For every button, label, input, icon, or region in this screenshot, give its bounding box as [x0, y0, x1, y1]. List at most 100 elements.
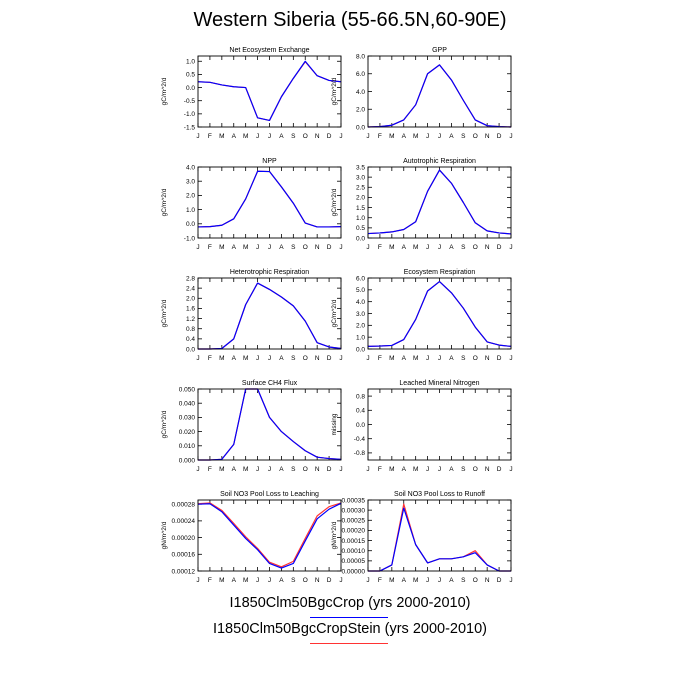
x-tick-label: J: [256, 355, 259, 362]
x-tick-label: S: [291, 577, 296, 584]
y-tick-label: 4.0: [356, 89, 365, 96]
series-line-2: [198, 282, 342, 350]
x-tick-label: N: [485, 466, 490, 473]
series-line-1: [368, 507, 511, 572]
x-tick-label: J: [438, 244, 441, 251]
x-tick-label: J: [268, 577, 271, 584]
x-tick-label: M: [389, 355, 394, 362]
x-tick-label: J: [426, 355, 429, 362]
x-tick-label: J: [339, 133, 342, 140]
x-tick-label: D: [327, 577, 332, 584]
y-tick-label: 3.0: [186, 179, 195, 186]
series-line-1: [198, 388, 342, 461]
panel-frame: [197, 166, 342, 239]
y-tick-label: 0.00015: [342, 538, 366, 545]
panel-frame: [197, 499, 342, 572]
panel-title: Soil NO3 Pool Loss to Leaching: [220, 491, 319, 498]
y-tick-label: 0.00005: [342, 558, 366, 565]
y-tick-label: 1.0: [186, 207, 195, 214]
x-tick-label: O: [473, 355, 478, 362]
x-tick-label: A: [279, 133, 284, 140]
x-tick-label: J: [366, 355, 369, 362]
x-tick-label: N: [315, 133, 320, 140]
x-tick-label: N: [485, 577, 490, 584]
x-tick-label: J: [366, 577, 369, 584]
x-tick-label: D: [497, 133, 502, 140]
y-tick-label: -0.5: [184, 98, 196, 105]
y-tick-label: -1.0: [184, 111, 196, 118]
x-tick-label: O: [473, 133, 478, 140]
x-tick-label: A: [449, 577, 454, 584]
x-tick-label: N: [315, 577, 320, 584]
x-tick-label: S: [461, 133, 466, 140]
legend-line-1: [310, 617, 388, 618]
y-tick-label: 0.00010: [342, 548, 366, 555]
series-line-1: [367, 169, 512, 235]
y-tick-label: 0.000: [179, 457, 196, 464]
y-tick-label: 6.0: [356, 71, 365, 78]
series-line-2: [367, 169, 512, 235]
x-tick-label: J: [339, 466, 342, 473]
x-tick-label: D: [327, 133, 332, 140]
series-line-1: [197, 60, 342, 122]
x-tick-label: J: [339, 577, 342, 584]
panel-title: GPP: [432, 47, 447, 54]
x-tick-label: N: [315, 466, 320, 473]
x-tick-label: J: [256, 466, 259, 473]
y-tick-label: 3.0: [356, 174, 365, 181]
x-tick-label: A: [232, 133, 237, 140]
x-tick-label: A: [402, 466, 407, 473]
series-line-1: [197, 170, 342, 228]
y-tick-label: 1.5: [356, 205, 365, 212]
y-tick-label: 0.0: [356, 422, 365, 429]
x-tick-label: D: [497, 244, 502, 251]
series-line-2: [367, 280, 512, 347]
x-tick-label: J: [196, 133, 199, 140]
x-tick-label: J: [426, 577, 429, 584]
x-tick-label: O: [303, 577, 308, 584]
x-tick-label: M: [219, 577, 224, 584]
x-tick-label: A: [449, 355, 454, 362]
y-tick-label: 1.6: [186, 306, 195, 313]
x-tick-label: J: [256, 133, 259, 140]
panel-frame: [197, 388, 342, 461]
x-tick-label: A: [279, 466, 284, 473]
x-tick-label: S: [461, 355, 466, 362]
x-tick-label: A: [232, 244, 237, 251]
y-tick-label: 4.0: [186, 164, 195, 171]
x-tick-label: O: [303, 133, 308, 140]
y-tick-label: 6.0: [356, 275, 365, 282]
x-tick-label: M: [243, 355, 248, 362]
x-tick-label: M: [219, 355, 224, 362]
x-tick-label: M: [243, 577, 248, 584]
y-tick-label: 0.030: [179, 415, 196, 422]
panel-title: Heterotrophic Respiration: [230, 269, 309, 276]
panel-frame: [367, 388, 512, 461]
x-tick-label: O: [473, 577, 478, 584]
y-tick-label: 2.0: [356, 323, 365, 330]
panel-title: Ecosystem Respiration: [404, 269, 476, 276]
x-tick-label: D: [497, 577, 502, 584]
panel-frame: [367, 277, 512, 350]
y-tick-label: 3.0: [356, 311, 365, 318]
y-tick-label: -0.4: [354, 436, 366, 443]
y-tick-label: 2.0: [356, 195, 365, 202]
panel-title: Soil NO3 Pool Loss to Runoff: [394, 491, 485, 498]
x-tick-label: J: [366, 133, 369, 140]
panel-title: Surface CH4 Flux: [242, 380, 298, 387]
y-axis-label: gC/m^2/d: [161, 410, 168, 438]
y-tick-label: 0.0: [186, 221, 195, 228]
panel-frame: [197, 277, 342, 350]
y-tick-label: 0.050: [179, 386, 196, 393]
y-tick-label: 0.00035: [342, 497, 366, 504]
y-axis-label: gC/m^2/d: [161, 188, 168, 216]
x-tick-label: D: [327, 244, 332, 251]
y-axis-label: gN/m^2/d: [331, 521, 338, 549]
x-tick-label: J: [366, 466, 369, 473]
y-axis-label: gC/m^2/d: [331, 299, 338, 327]
series-line-1: [367, 64, 512, 128]
panel-title: NPP: [262, 158, 277, 165]
series-line-2: [368, 503, 511, 572]
x-tick-label: J: [509, 466, 512, 473]
y-tick-label: 0.8: [356, 393, 365, 400]
